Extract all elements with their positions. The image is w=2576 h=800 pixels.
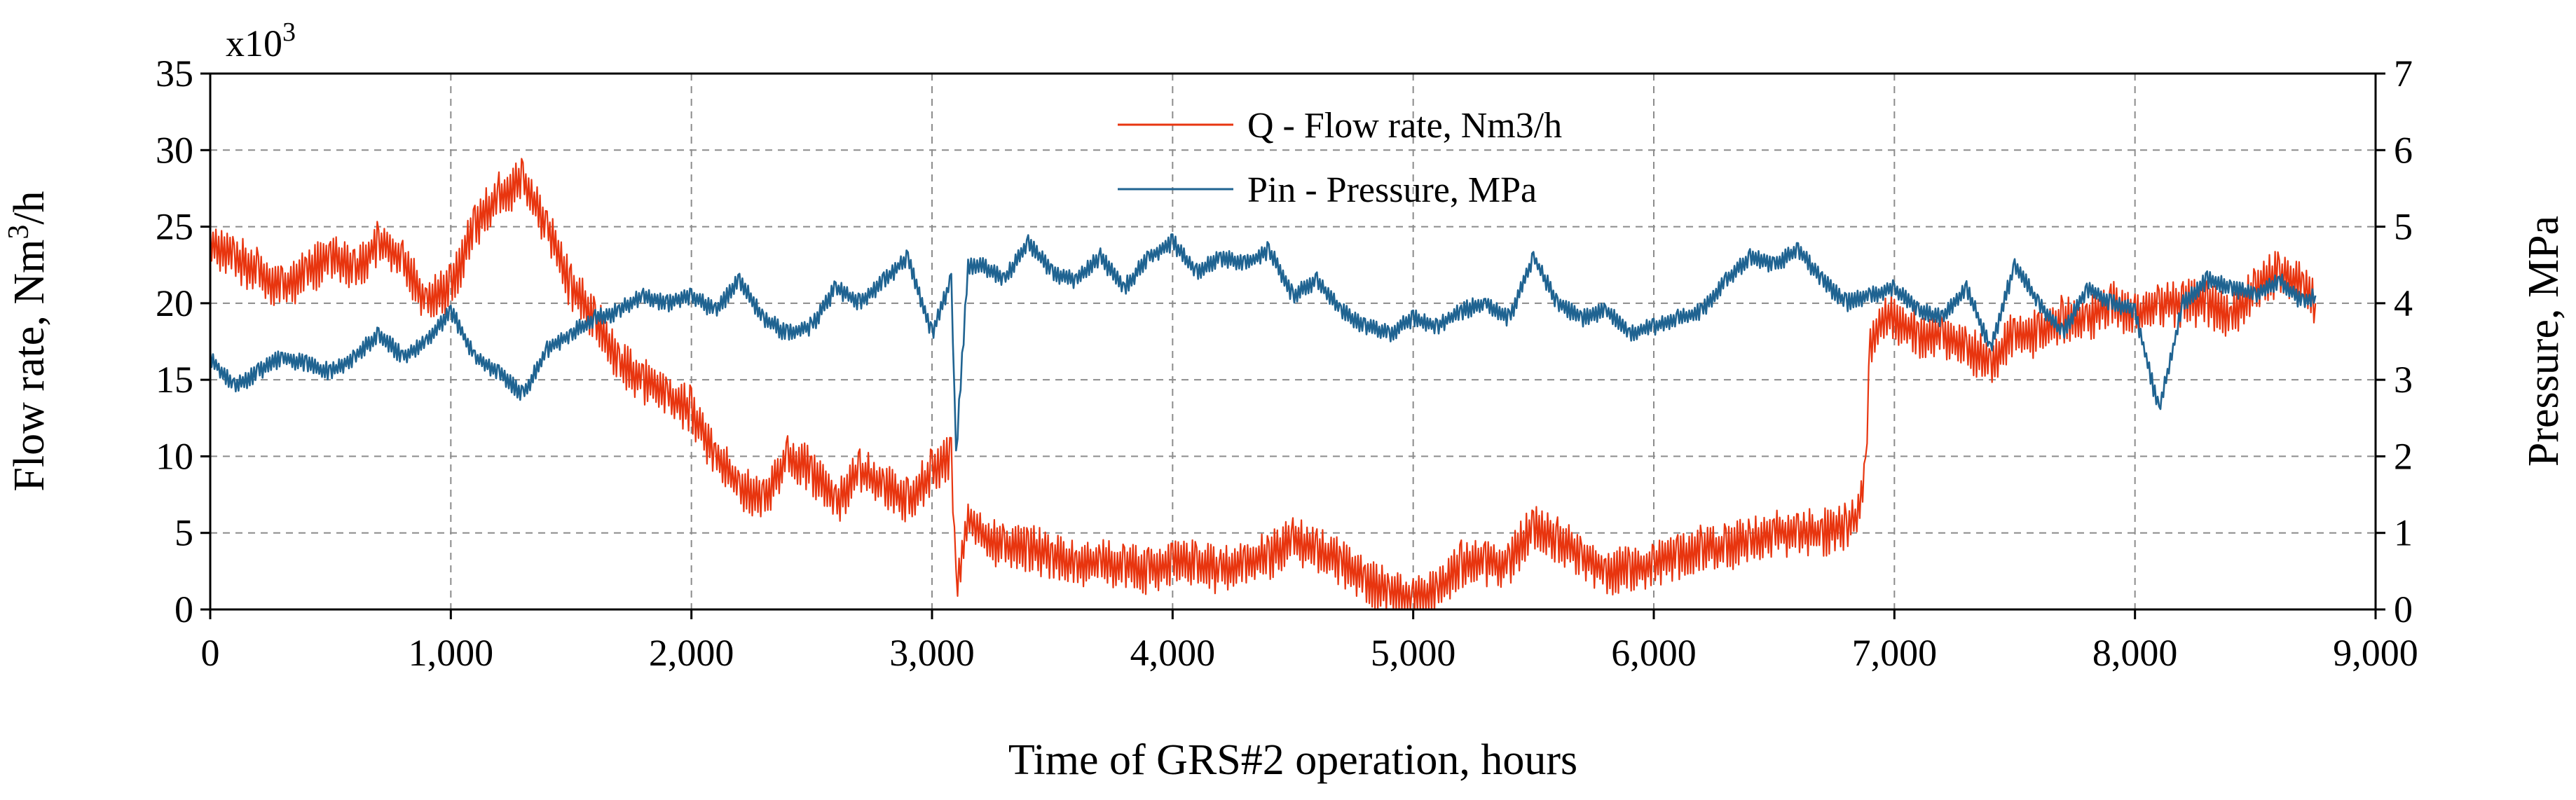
y-left-tick-label: 25 (156, 206, 193, 248)
x-tick-label: 0 (201, 632, 220, 674)
y-left-tick-label: 15 (156, 359, 193, 401)
y-left-axis-title: Flow rate, Nm3/h (3, 191, 53, 491)
gridlines (210, 74, 2376, 609)
y-left-tick-label: 35 (156, 53, 193, 95)
x-tick-label: 5,000 (1371, 632, 1456, 674)
y-right-tick-label: 2 (2394, 435, 2413, 477)
x-tick-label: 3,000 (889, 632, 975, 674)
y-right-tick-label: 6 (2394, 129, 2413, 171)
y-right-tick-label: 4 (2394, 282, 2413, 324)
legend-label-flow-rate: Q - Flow rate, Nm3/h (1247, 106, 1562, 146)
y-left-tick-label: 5 (174, 512, 193, 554)
series-line-flow-rate (209, 158, 2317, 611)
y-right-tick-label: 7 (2394, 53, 2413, 95)
x-tick-label: 2,000 (649, 632, 734, 674)
y-right-tick-label: 3 (2394, 359, 2413, 401)
series-line-pressure (209, 233, 2317, 452)
x-tick-label: 6,000 (1611, 632, 1697, 674)
y-right-tick-label: 5 (2394, 206, 2413, 248)
y-multiplier-label: x103 (226, 18, 296, 64)
series-lines (209, 158, 2317, 611)
y-right-tick-label: 1 (2394, 512, 2413, 554)
y-left-tick-label: 30 (156, 129, 193, 171)
y-left-tick-label: 10 (156, 435, 193, 477)
y-left-tick-label: 0 (174, 588, 193, 630)
axis-ticks: 0 1,000 2,000 3,000 4,000 5,000 6,000 7,000 8,00… (156, 53, 2418, 674)
legend-label-pressure: Pin - Pressure, MPa (1247, 170, 1537, 210)
x-tick-label: 8,000 (2092, 632, 2178, 674)
x-axis-title: Time of GRS#2 operation, hours (1008, 736, 1577, 784)
x-tick-label: 9,000 (2333, 632, 2418, 674)
x-tick-label: 7,000 (1852, 632, 1938, 674)
legend: Q - Flow rate, Nm3/h Pin - Pressure, MPa (1118, 106, 1562, 210)
y-right-axis-title: Pressure, MPa (2520, 216, 2568, 467)
y-left-tick-label: 20 (156, 282, 193, 324)
plot-frame (209, 72, 2377, 611)
y-right-tick-label: 0 (2394, 588, 2413, 630)
x-tick-label: 1,000 (409, 632, 494, 674)
x-tick-label: 4,000 (1130, 632, 1216, 674)
